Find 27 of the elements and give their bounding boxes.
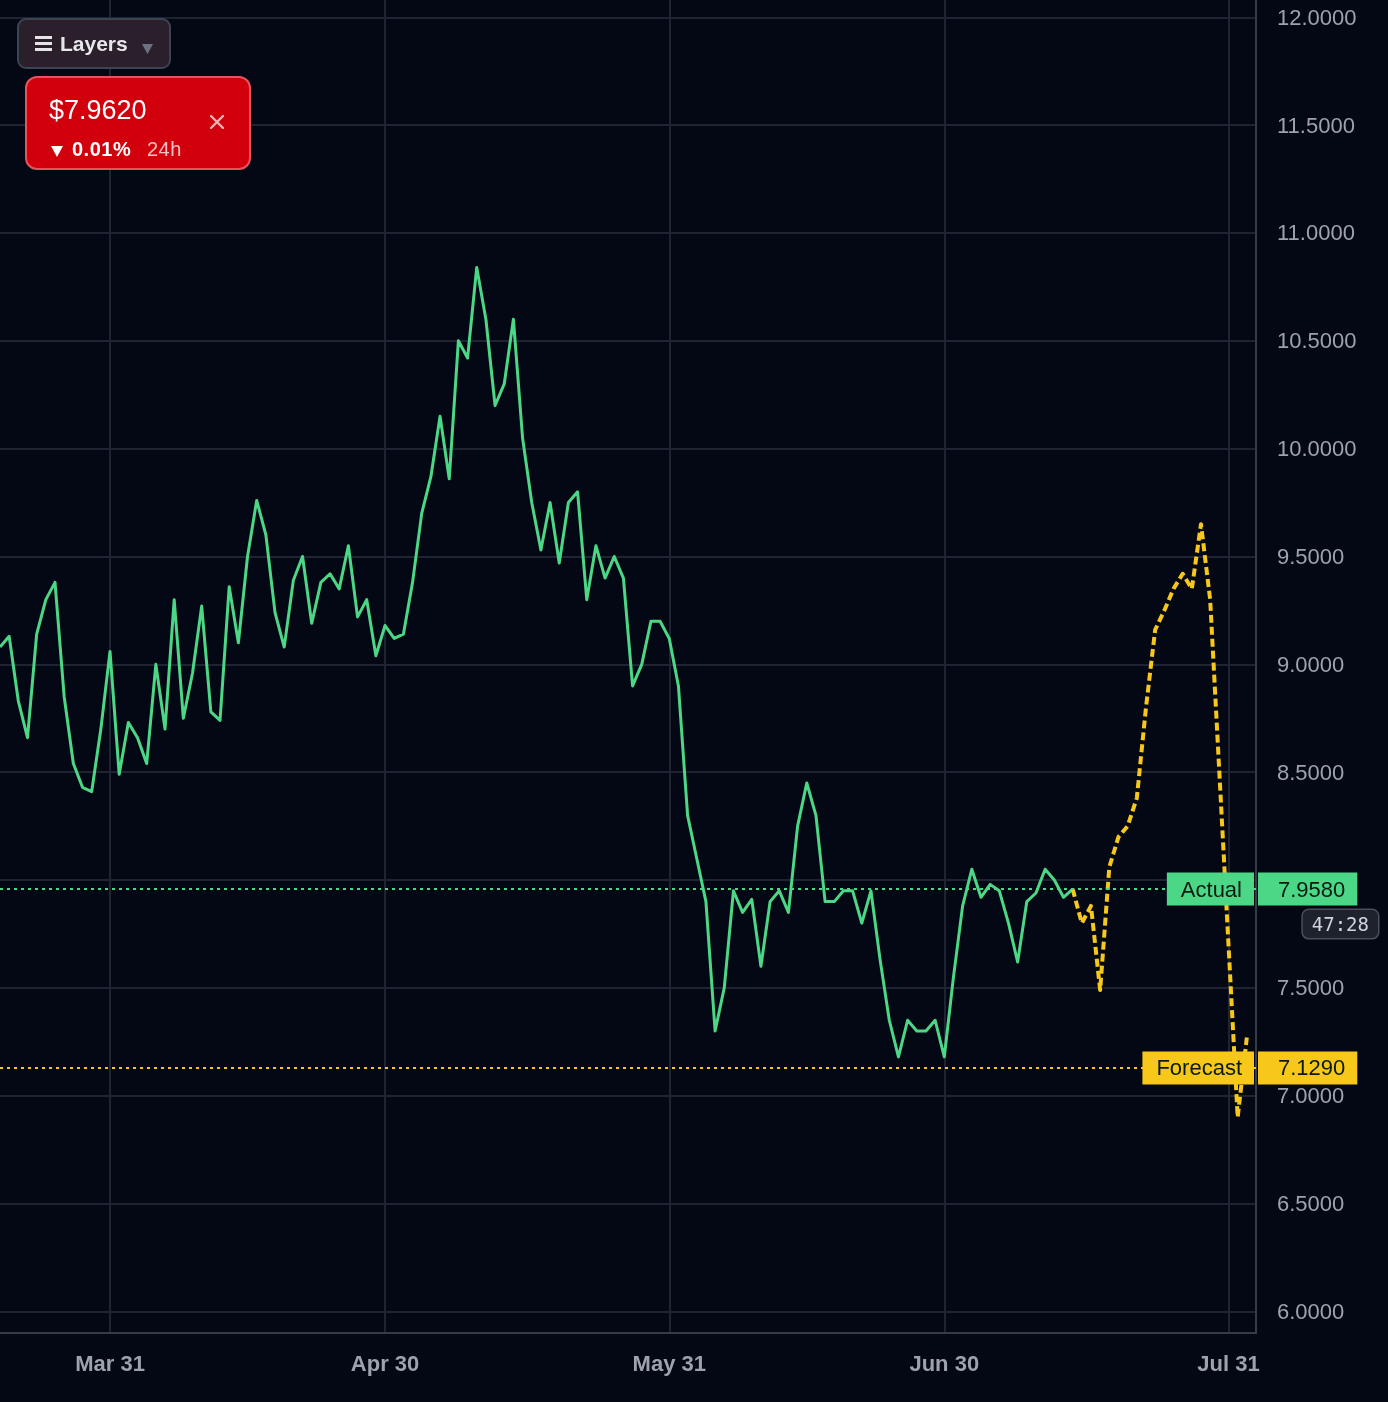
price-card: $7.9620 0.01% 24h xyxy=(25,76,251,170)
y-tick-label: 6.0000 xyxy=(1277,1298,1345,1324)
y-tick-label: 6.5000 xyxy=(1277,1191,1345,1217)
text: 7.1290 xyxy=(1278,1055,1346,1081)
x-tick-label: May 31 xyxy=(632,1350,706,1376)
text: 47:28 xyxy=(1311,913,1369,936)
y-tick-label: 10.5000 xyxy=(1277,328,1357,354)
y-tick-label: 11.0000 xyxy=(1277,220,1355,246)
x-tick-label: Mar 31 xyxy=(75,1350,145,1376)
y-tick-label: 7.0000 xyxy=(1277,1083,1345,1109)
y-tick-label: 7.5000 xyxy=(1277,975,1345,1001)
y-tick-label: 8.5000 xyxy=(1277,759,1345,785)
y-tick-label: 9.0000 xyxy=(1277,651,1345,677)
annotation: 0.01% xyxy=(72,138,132,160)
annotation: $7.9620 xyxy=(49,95,147,125)
ref-line-label: Forecast xyxy=(1156,1055,1242,1081)
text: 7.9580 xyxy=(1278,876,1346,902)
ref-line-label: Actual xyxy=(1180,876,1242,902)
y-tick-label: 12.0000 xyxy=(1277,4,1357,30)
x-tick-label: Jul 31 xyxy=(1197,1350,1260,1376)
y-tick-label: 9.5000 xyxy=(1277,544,1345,569)
annotation: 24h xyxy=(147,138,182,160)
y-tick-label: 10.0000 xyxy=(1277,436,1357,462)
x-tick-label: Apr 30 xyxy=(350,1350,420,1376)
annotation: Layers xyxy=(60,32,128,55)
x-tick-label: Jun 30 xyxy=(909,1350,980,1376)
y-tick-label: 11.5000 xyxy=(1277,112,1355,138)
